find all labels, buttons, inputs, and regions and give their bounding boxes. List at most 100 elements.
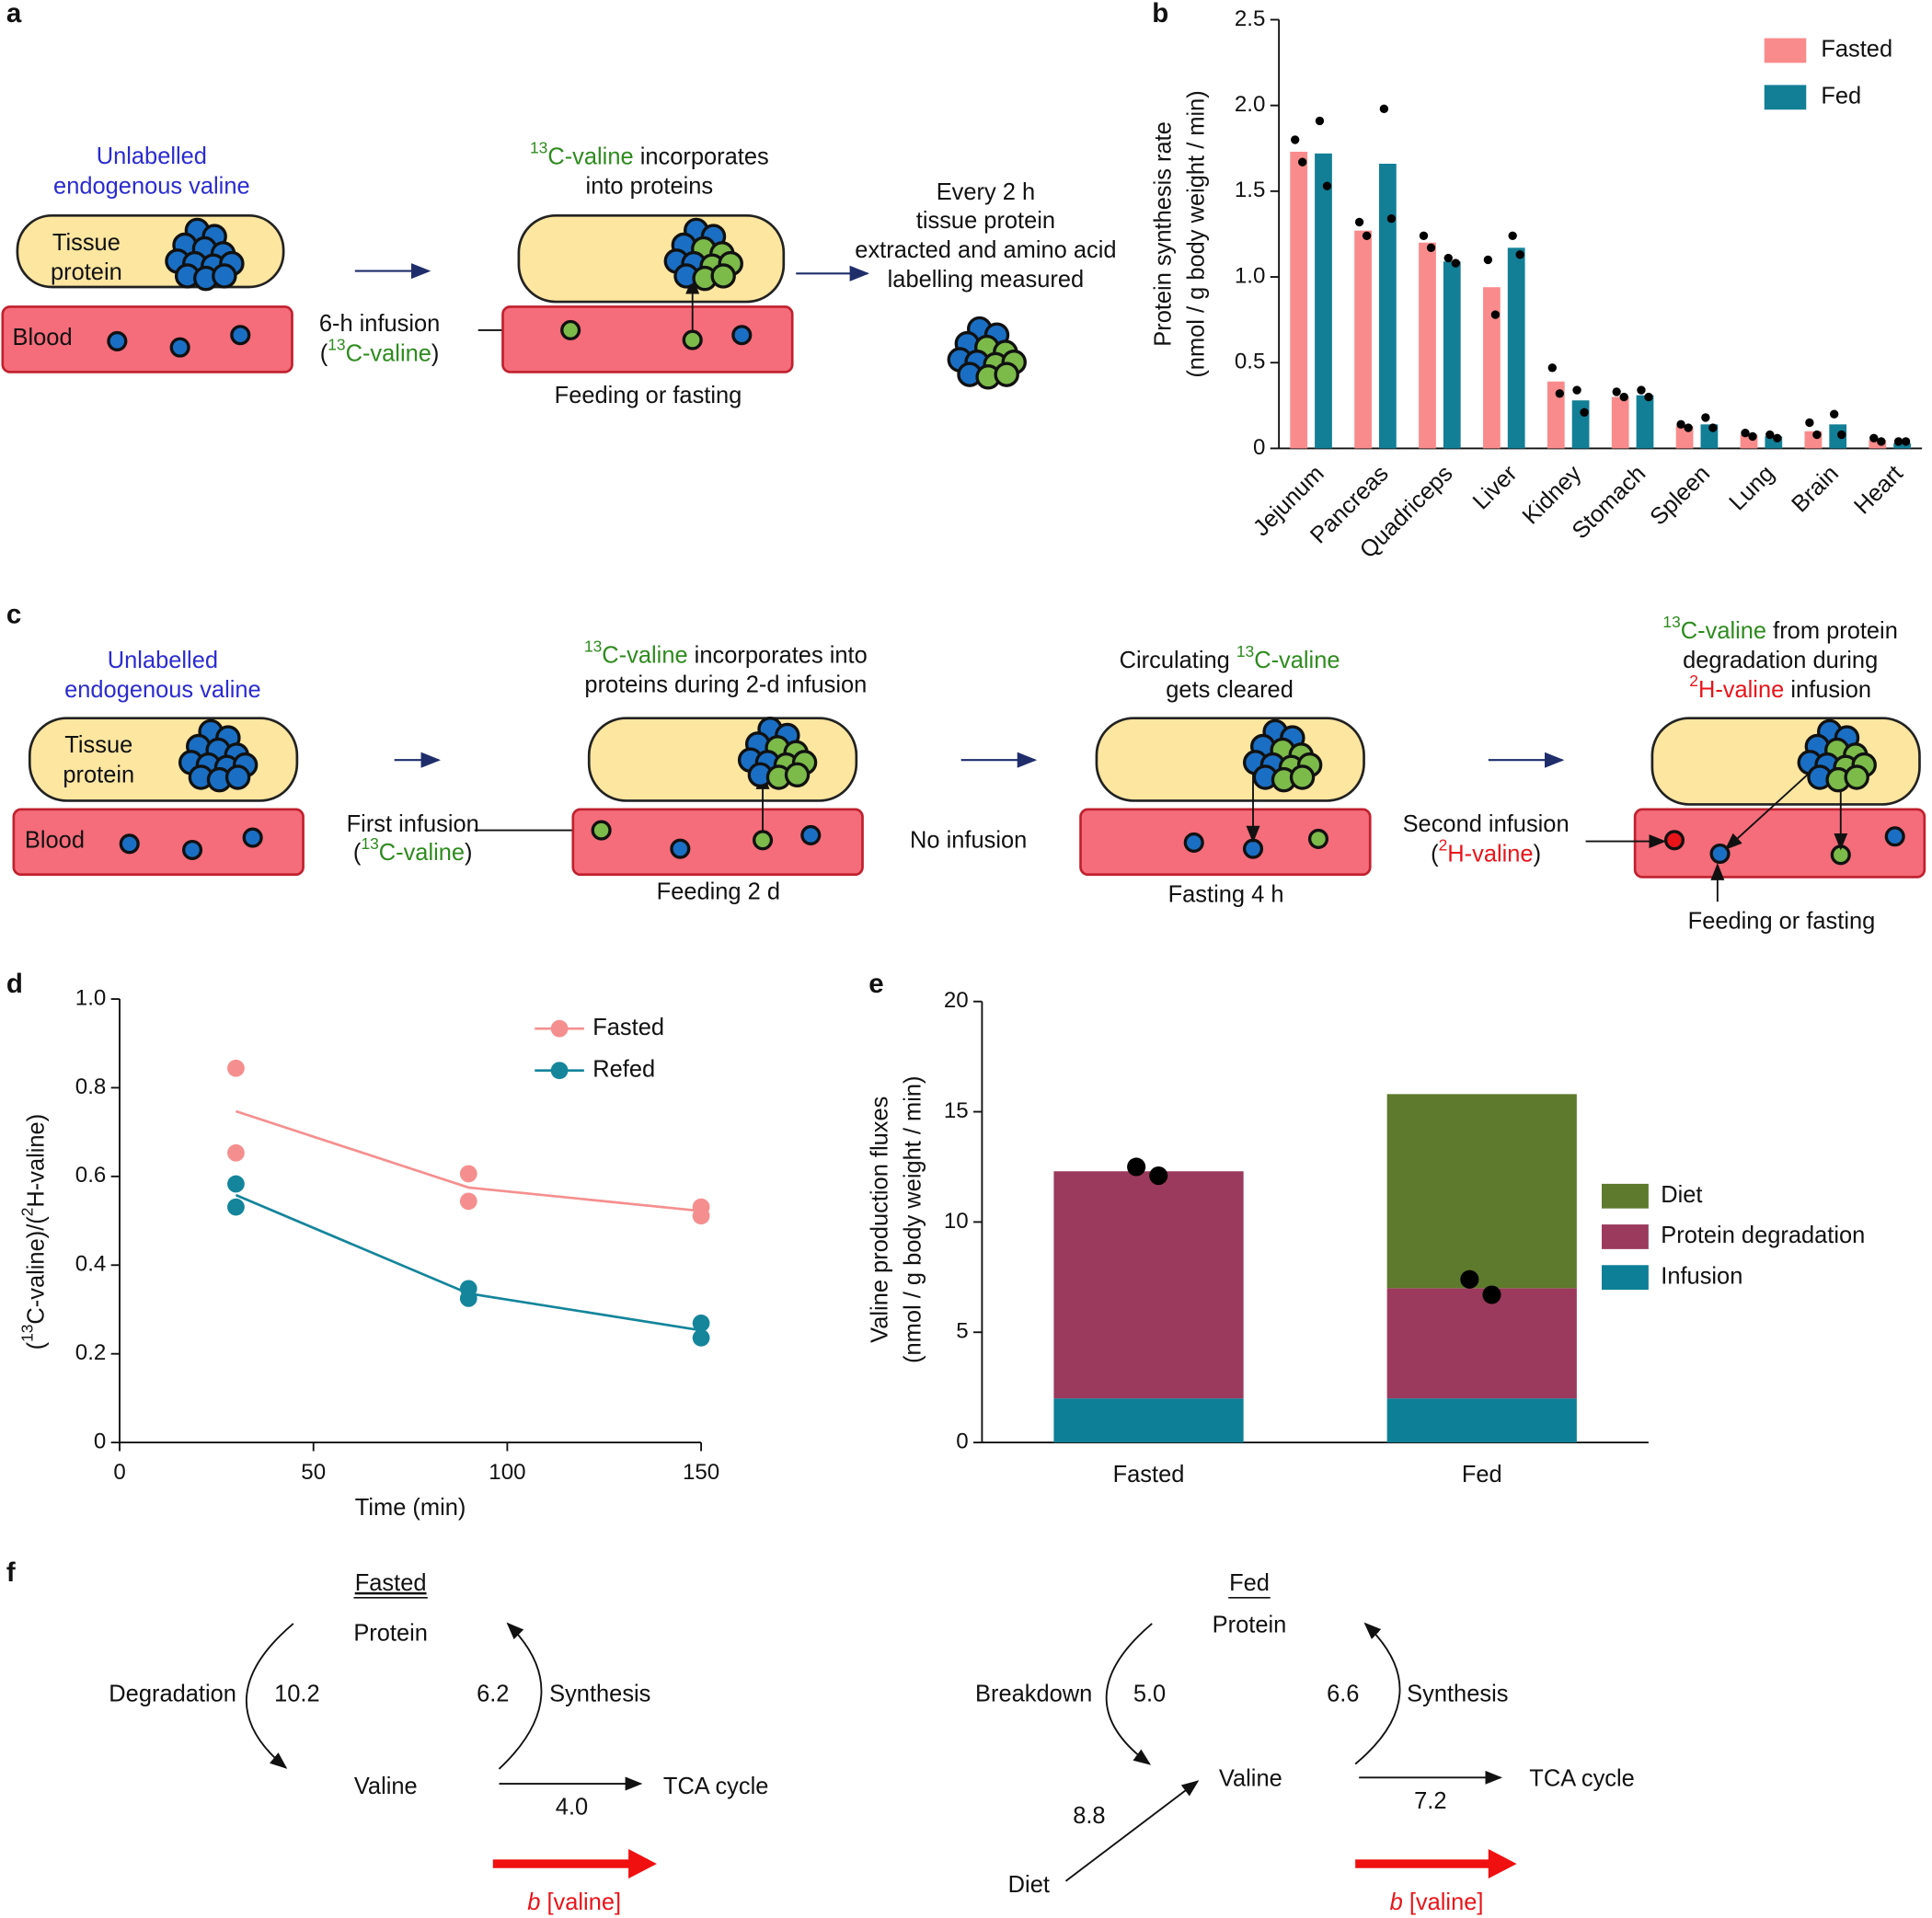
data-point xyxy=(1901,437,1911,446)
molecule xyxy=(119,833,140,855)
bar xyxy=(1611,396,1629,449)
label: Tissue xyxy=(64,732,132,758)
bar xyxy=(1636,395,1654,449)
text-run: C-valine xyxy=(1254,648,1340,673)
label: Fasted xyxy=(355,1570,427,1596)
legend-label: Refed xyxy=(592,1056,655,1082)
data-point xyxy=(459,1290,477,1307)
data-point xyxy=(1482,1285,1501,1304)
data-point xyxy=(1354,217,1364,227)
data-point xyxy=(1893,437,1903,446)
label: 6.2 xyxy=(477,1681,509,1706)
label: Degradation xyxy=(109,1681,236,1706)
x-tick-label: 100 xyxy=(489,1460,525,1485)
label: Feeding 2 d xyxy=(657,879,780,905)
text-run: 13 xyxy=(17,1325,36,1342)
bar xyxy=(1315,153,1332,449)
label: Protein xyxy=(1213,1612,1287,1637)
panel-c: Unlabelled endogenous valine Tissue prot… xyxy=(12,613,1926,935)
bar-segment xyxy=(1386,1398,1577,1443)
panel-a: Unlabelled endogenous valine Tissue prot… xyxy=(1,138,1117,408)
text-run: ( xyxy=(353,840,362,866)
text-run: incorporates into xyxy=(688,642,868,668)
molecule xyxy=(107,330,128,351)
label: 4.0 xyxy=(556,1795,588,1820)
panel-label: e xyxy=(868,969,883,999)
y-tick-label: 2.5 xyxy=(1235,6,1266,31)
blood-box xyxy=(571,808,864,877)
tissue-box xyxy=(1650,717,1921,806)
molecule xyxy=(1663,830,1685,851)
blood-box xyxy=(1079,808,1372,877)
label: 13C-valine from protein xyxy=(1662,613,1897,644)
data-point xyxy=(1508,231,1517,240)
molecule xyxy=(670,838,691,859)
molecule xyxy=(1830,844,1851,866)
legend-marker xyxy=(550,1019,569,1038)
legend-label: Fed xyxy=(1821,84,1861,109)
y-tick-label: 1.0 xyxy=(75,985,106,1010)
molecule xyxy=(242,827,263,848)
y-tick-label: 0.8 xyxy=(75,1074,106,1099)
label: protein xyxy=(51,259,122,285)
data-point xyxy=(1362,231,1372,240)
bar xyxy=(1354,230,1372,449)
label: b [valine] xyxy=(527,1889,621,1915)
panel-label: a xyxy=(6,0,22,29)
y-tick-label: 0.2 xyxy=(75,1340,106,1365)
label: labelling measured xyxy=(888,267,1085,293)
x-tick-label: Brain xyxy=(1787,461,1844,518)
arrow xyxy=(245,1623,294,1769)
data-point xyxy=(1149,1166,1168,1186)
y-tick-label: 1.5 xyxy=(1235,178,1266,202)
molecule xyxy=(181,839,203,861)
data-point xyxy=(1386,213,1397,224)
data-point xyxy=(1419,231,1429,240)
label: Second infusion xyxy=(1403,811,1570,837)
arrow xyxy=(628,1849,657,1879)
label: degradation during xyxy=(1683,648,1878,673)
data-point xyxy=(227,1175,245,1193)
bar xyxy=(1419,242,1436,449)
x-tick-label: Liver xyxy=(1468,460,1523,514)
text-run: 13 xyxy=(361,834,378,853)
label: Valine xyxy=(354,1774,418,1799)
label: 6-h infusion xyxy=(319,311,441,337)
text-run: ) xyxy=(431,340,439,366)
protein-bead xyxy=(1289,764,1316,790)
molecule xyxy=(1307,828,1329,849)
fit-line xyxy=(235,1193,702,1332)
text-run: ( xyxy=(23,1341,49,1349)
legend-swatch xyxy=(1764,85,1807,110)
bar xyxy=(1893,442,1911,449)
arrow xyxy=(1105,1623,1153,1765)
data-point xyxy=(1127,1157,1146,1177)
bar-segment xyxy=(1053,1398,1244,1443)
data-point xyxy=(692,1315,710,1332)
data-point xyxy=(1765,430,1775,440)
y-tick-label: 0.6 xyxy=(75,1163,106,1188)
label: proteins during 2-d infusion xyxy=(584,672,867,698)
data-point xyxy=(1644,392,1653,402)
text-run: 2 xyxy=(17,1208,36,1217)
molecule xyxy=(1884,826,1905,847)
bar xyxy=(1290,151,1308,449)
bar xyxy=(1869,440,1887,449)
text-run: [valine] xyxy=(1403,1889,1484,1915)
label: Every 2 h xyxy=(937,179,1035,205)
text-run: C-valine)/( xyxy=(23,1216,49,1325)
label: 5.0 xyxy=(1133,1681,1166,1706)
protein-bead xyxy=(710,263,736,289)
label: protein xyxy=(63,762,134,787)
data-point xyxy=(1315,116,1325,126)
label: tissue protein xyxy=(916,208,1055,234)
data-point xyxy=(1298,157,1307,167)
label: Protein xyxy=(353,1621,428,1647)
label: Diet xyxy=(1008,1872,1050,1898)
label: TCA cycle xyxy=(663,1774,769,1799)
text-run: C-valine xyxy=(379,840,465,866)
data-point xyxy=(459,1192,477,1211)
y-axis-label: (nmol / g body weight / min) xyxy=(1183,90,1209,377)
y-tick-label: 0 xyxy=(956,1429,968,1453)
